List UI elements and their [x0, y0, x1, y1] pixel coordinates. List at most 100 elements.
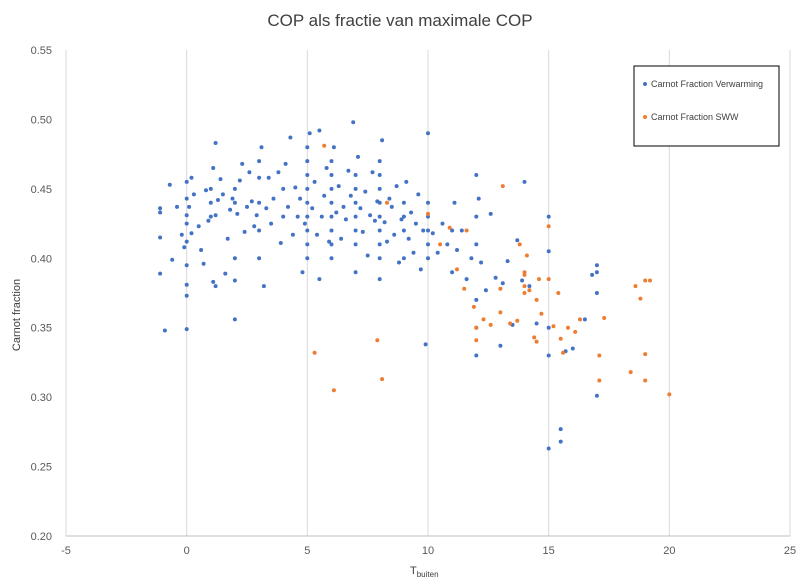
- data-point: [158, 271, 163, 276]
- data-point: [305, 242, 310, 247]
- data-point: [220, 192, 225, 197]
- data-point: [211, 166, 216, 170]
- y-tick-label: 0.55: [31, 45, 52, 57]
- data-point: [278, 241, 283, 245]
- data-point: [546, 277, 551, 282]
- x-tick-label: 5: [304, 545, 310, 557]
- data-point: [667, 392, 672, 397]
- x-tick-label: -5: [61, 545, 71, 557]
- data-point: [546, 214, 551, 219]
- data-point: [322, 143, 327, 148]
- data-point: [312, 179, 317, 184]
- data-point: [353, 228, 358, 233]
- data-point: [199, 248, 204, 252]
- data-point: [305, 173, 310, 177]
- data-point: [508, 321, 513, 326]
- data-point: [546, 224, 551, 229]
- data-point: [353, 186, 358, 191]
- data-point: [377, 256, 382, 261]
- data-point: [162, 328, 167, 333]
- data-point: [401, 228, 406, 233]
- y-tick-label: 0.25: [31, 462, 52, 474]
- data-point: [206, 218, 211, 223]
- data-point: [208, 200, 213, 205]
- data-point: [336, 184, 341, 189]
- data-point: [252, 224, 257, 229]
- legend-label-verwarming: Carnot Fraction Verwarming: [651, 79, 763, 89]
- data-point: [167, 182, 172, 187]
- data-point: [445, 242, 450, 247]
- data-point: [191, 192, 196, 197]
- data-point: [474, 338, 479, 343]
- data-point: [281, 186, 286, 191]
- data-point: [582, 317, 587, 322]
- data-point: [329, 173, 334, 177]
- data-point: [353, 270, 358, 275]
- y-tick-label: 0.35: [31, 323, 52, 335]
- data-point: [305, 159, 310, 164]
- data-point: [372, 218, 377, 223]
- data-point: [455, 248, 459, 252]
- data-point: [189, 175, 194, 180]
- data-point: [527, 284, 532, 289]
- data-point: [331, 145, 336, 150]
- data-point: [455, 267, 459, 272]
- data-point: [232, 186, 237, 191]
- data-point: [257, 256, 262, 261]
- data-point: [230, 196, 235, 201]
- x-tick-label: 0: [184, 545, 190, 557]
- data-point: [474, 297, 479, 302]
- data-point: [438, 242, 443, 247]
- legend-marker-sww: [643, 115, 647, 119]
- y-tick-label: 0.50: [31, 114, 52, 126]
- data-point: [302, 221, 307, 226]
- data-point: [385, 239, 389, 244]
- data-point: [556, 291, 561, 295]
- data-point: [452, 200, 457, 205]
- data-point: [558, 427, 563, 432]
- data-point: [594, 291, 599, 295]
- data-point: [245, 204, 249, 209]
- data-point: [187, 204, 192, 209]
- data-point: [578, 317, 582, 322]
- data-point: [377, 214, 382, 219]
- data-point: [298, 196, 303, 201]
- data-point: [247, 170, 252, 175]
- data-point: [196, 224, 201, 229]
- data-point: [257, 175, 262, 180]
- data-point: [283, 161, 288, 166]
- data-point: [377, 277, 382, 282]
- data-point: [257, 159, 262, 164]
- data-point: [522, 272, 527, 277]
- data-point: [368, 213, 373, 218]
- data-point: [597, 378, 602, 383]
- data-points: [158, 120, 672, 451]
- data-point: [327, 239, 332, 244]
- data-point: [305, 214, 310, 219]
- data-point: [363, 189, 368, 194]
- data-point: [158, 210, 163, 215]
- data-point: [498, 310, 503, 315]
- data-point: [346, 168, 351, 173]
- data-point: [416, 192, 421, 197]
- data-point: [329, 159, 334, 164]
- data-point: [211, 279, 216, 284]
- data-point: [312, 350, 317, 355]
- data-point: [305, 200, 310, 205]
- data-point: [520, 278, 525, 283]
- data-point: [158, 235, 163, 240]
- data-point: [331, 388, 336, 393]
- data-point: [184, 221, 189, 226]
- data-point: [317, 277, 322, 282]
- data-point: [643, 278, 648, 283]
- data-point: [377, 173, 382, 177]
- data-point: [401, 214, 406, 219]
- data-point: [201, 261, 206, 266]
- data-point: [182, 245, 187, 250]
- data-point: [406, 236, 411, 241]
- data-point: [356, 154, 360, 159]
- data-point: [471, 304, 476, 309]
- data-point: [232, 278, 237, 283]
- data-point: [281, 214, 286, 219]
